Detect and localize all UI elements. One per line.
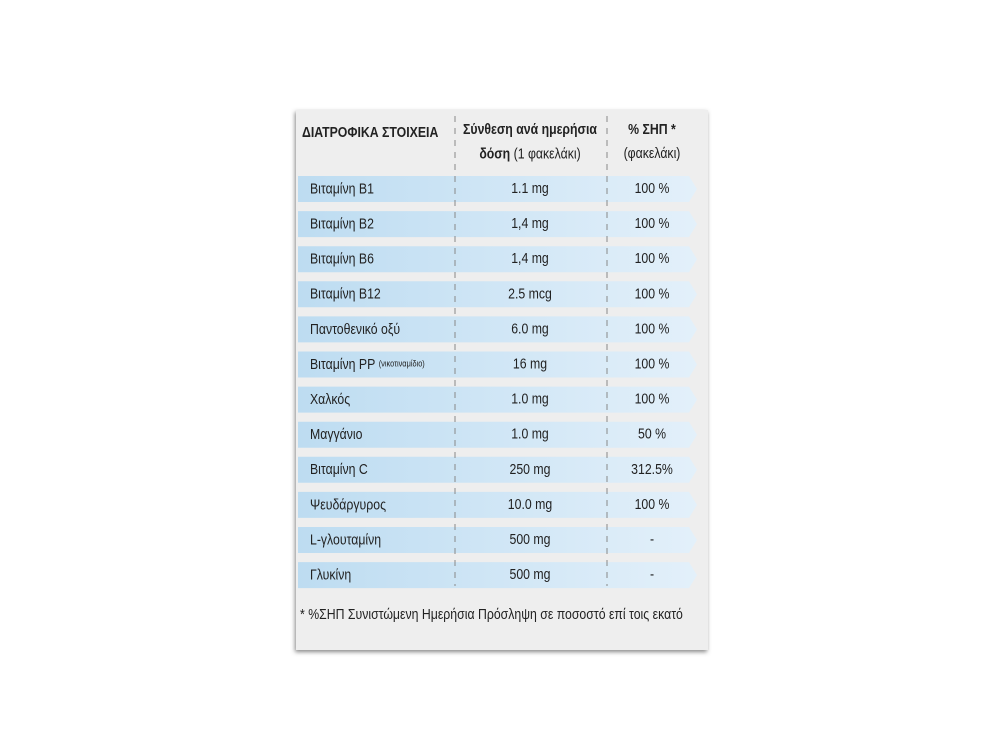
rda-percent: 100 % [635, 285, 670, 301]
dose: 2.5 mcg [508, 285, 552, 301]
header-dose-bold: δόση [479, 145, 510, 161]
rda-percent: 100 % [635, 355, 670, 371]
row-band [298, 421, 697, 448]
nutrient-note: (νικοτιναμίδιο) [379, 359, 425, 369]
nutrient-name: Βιταμίνη Β12 [310, 285, 381, 301]
rda-percent: 100 % [635, 180, 670, 196]
header-rda: % ΣΗΠ * [628, 121, 676, 137]
nutrient-name: Βιταμίνη Β6 [310, 250, 374, 266]
nutrient-name: Βιταμίνη Β1 [310, 180, 374, 196]
rda-percent: - [650, 531, 654, 547]
nutrient-name: Μαγγάνιο [310, 426, 363, 442]
nutrient-name: Βιταμίνη PP [310, 355, 375, 371]
nutrient-name: Μαγγάνιο [310, 426, 363, 442]
nutrient-name: Χαλκός [310, 390, 351, 406]
rda-percent: 100 % [635, 496, 670, 512]
row-band [298, 316, 697, 343]
nutrient-name: Ψευδάργυρος [310, 496, 386, 512]
dose: 250 mg [510, 461, 551, 477]
nutrient-name: Βιταμίνη PP (νικοτιναμίδιο) [310, 355, 425, 371]
footnote: * %ΣΗΠ Συνιστώμενη Ημερήσια Πρόσληψη σε … [300, 606, 683, 622]
rda-percent: 100 % [635, 390, 670, 406]
rda-percent: 100 % [635, 215, 670, 231]
dose: 1,4 mg [511, 215, 549, 231]
rda-percent: 312.5% [631, 461, 673, 477]
dose: 1,4 mg [511, 250, 549, 266]
nutrient-name: Βιταμίνη Β1 [310, 180, 374, 196]
dose: 6.0 mg [511, 320, 549, 336]
dose: 16 mg [513, 355, 547, 371]
row-band [298, 456, 697, 483]
nutrient-name: Ψευδάργυρος [310, 496, 386, 512]
dose: 1.1 mg [511, 180, 549, 196]
nutrient-name: Βιταμίνη Β12 [310, 285, 381, 301]
nutrient-name: Βιταμίνη Β2 [310, 215, 374, 231]
dose: 10.0 mg [508, 496, 552, 512]
row-band [298, 491, 697, 518]
nutrient-name: Γλυκίνη [310, 566, 351, 582]
nutrient-name: Βιταμίνη C [310, 461, 368, 477]
rda-percent: 50 % [638, 426, 666, 442]
row-band [298, 351, 697, 378]
nutrient-name: Χαλκός [310, 390, 351, 406]
nutrient-name: Παντοθενικό οξύ [310, 320, 400, 336]
row-band [298, 386, 697, 413]
dose: 500 mg [510, 531, 551, 547]
nutrient-name: L-γλουταμίνη [310, 531, 381, 547]
header-dose: δόση (1 φακελάκι) [479, 145, 580, 161]
row-band [298, 211, 697, 238]
nutrient-name: Παντοθενικό οξύ [310, 320, 400, 336]
header-rda: (φακελάκι) [624, 145, 681, 161]
rda-percent: 100 % [635, 250, 670, 266]
rda-percent: 100 % [635, 320, 670, 336]
dose: 1.0 mg [511, 390, 549, 406]
dose: 1.0 mg [511, 426, 549, 442]
header-dose: Σύνθεση ανά ημερήσια [463, 121, 597, 137]
nutrient-name: Γλυκίνη [310, 566, 351, 582]
row-band [298, 176, 697, 202]
header-dose-unit: (1 φακελάκι) [514, 145, 581, 161]
nutrient-name: L-γλουταμίνη [310, 531, 381, 547]
row-band [298, 527, 697, 553]
header-name: ΔΙΑΤΡΟΦΙΚΑ ΣΤΟΙΧΕΙΑ [302, 124, 438, 140]
nutrient-name: Βιταμίνη C [310, 461, 368, 477]
rda-percent: - [650, 566, 654, 582]
nutrient-name: Βιταμίνη Β2 [310, 215, 374, 231]
row-band [298, 281, 697, 308]
nutrient-name: Βιταμίνη Β6 [310, 250, 374, 266]
row-band [298, 246, 697, 273]
dose: 500 mg [510, 566, 551, 582]
row-band [298, 562, 697, 589]
